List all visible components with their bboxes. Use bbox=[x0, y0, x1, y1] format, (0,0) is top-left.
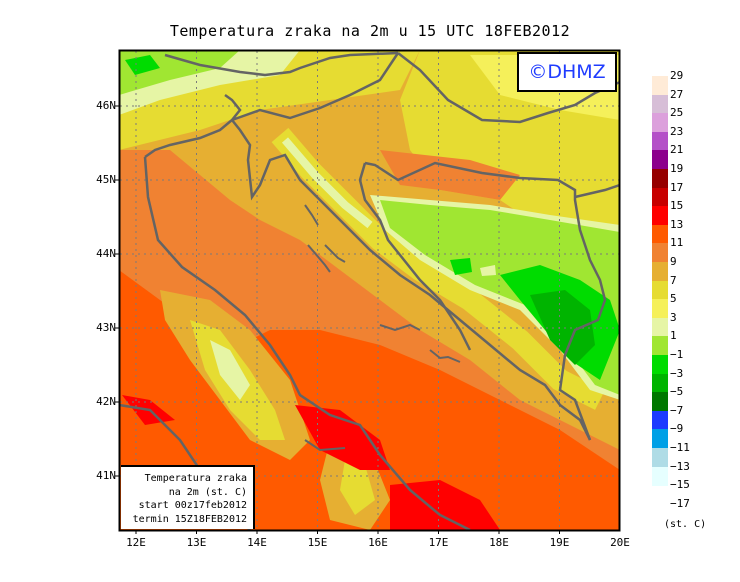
y-tick-label: 43N bbox=[96, 321, 116, 334]
axis-ticks bbox=[115, 105, 560, 534]
x-tick-label: 18E bbox=[489, 536, 509, 549]
legend-swatch bbox=[652, 280, 668, 300]
legend-label: −1 bbox=[670, 348, 684, 361]
y-tick-label: 45N bbox=[96, 173, 116, 186]
legend-label: 19 bbox=[670, 162, 684, 175]
info-line: start 00z17feb2012 bbox=[138, 500, 247, 511]
legend-label: 13 bbox=[670, 217, 684, 231]
legend-swatch bbox=[652, 317, 668, 337]
info-line: na 2m (st. C) bbox=[168, 486, 247, 498]
legend-swatch bbox=[652, 355, 668, 375]
legend-units: (st. C) bbox=[664, 519, 707, 530]
legend-label: 25 bbox=[670, 106, 684, 120]
x-tick-label: 20E bbox=[610, 536, 630, 549]
map-frame bbox=[118, 49, 621, 532]
legend-swatch bbox=[652, 373, 668, 393]
x-tick-label: 16E bbox=[368, 536, 388, 549]
legend-swatch bbox=[652, 429, 668, 449]
legend-label: 11 bbox=[670, 236, 684, 250]
legend-swatch bbox=[652, 466, 668, 486]
legend-label: 17 bbox=[670, 180, 684, 194]
legend-label: −9 bbox=[670, 422, 684, 436]
y-tick-label: 41N bbox=[96, 469, 116, 482]
legend-swatch bbox=[652, 131, 668, 151]
x-tick-label: 12E bbox=[126, 536, 146, 549]
info-box: Temperatura zraka na 2m (st. C) start 00… bbox=[121, 465, 255, 529]
legend-swatch bbox=[652, 76, 668, 96]
legend-label: 1 bbox=[670, 329, 677, 343]
legend-label: 5 bbox=[670, 292, 677, 306]
dhmz-logo: ©DHMZ bbox=[517, 52, 617, 92]
legend-swatch bbox=[652, 448, 668, 468]
logo-text: ©DHMZ bbox=[528, 61, 606, 83]
legend-label: −7 bbox=[670, 403, 684, 417]
x-tick-label: 14E bbox=[247, 536, 267, 549]
x-tick-label: 13E bbox=[186, 536, 207, 549]
x-tick-label: 15E bbox=[307, 536, 328, 549]
legend-swatch bbox=[652, 224, 668, 244]
x-tick-label: 17E bbox=[428, 536, 449, 549]
legend-label: −5 bbox=[670, 385, 684, 399]
coastlines-borders bbox=[120, 51, 619, 530]
legend-swatch bbox=[652, 187, 668, 207]
legend-label: 15 bbox=[670, 199, 684, 213]
legend-label: 21 bbox=[670, 143, 684, 157]
legend-swatch bbox=[652, 94, 668, 114]
legend-swatch bbox=[652, 392, 668, 412]
legend-label: −17 bbox=[670, 496, 690, 510]
legend-swatch bbox=[652, 113, 668, 133]
legend-label: 7 bbox=[670, 273, 677, 287]
legend-label: −13 bbox=[670, 459, 690, 473]
legend-swatch bbox=[652, 299, 668, 319]
legend-swatch bbox=[652, 169, 668, 189]
legend-swatch bbox=[652, 243, 668, 263]
legend-label: 23 bbox=[670, 124, 684, 138]
y-tick-label: 42N bbox=[96, 395, 116, 408]
legend-label: −3 bbox=[670, 366, 684, 380]
legend-label: 3 bbox=[670, 310, 677, 324]
x-tick-label: 19E bbox=[549, 536, 570, 549]
info-line: termin 15Z18FEB2012 bbox=[132, 513, 247, 525]
legend-swatch bbox=[652, 150, 668, 170]
map-title: Temperatura zraka na 2m u 15 UTC 18FEB20… bbox=[169, 22, 571, 40]
info-line: Temperatura zraka bbox=[144, 473, 247, 484]
legend-label: −15 bbox=[670, 478, 690, 492]
legend-swatch bbox=[652, 336, 668, 356]
legend-swatch bbox=[652, 206, 668, 226]
y-tick-label: 46N bbox=[96, 99, 116, 112]
legend-swatch bbox=[652, 262, 668, 282]
legend-swatch bbox=[652, 410, 668, 430]
legend-label: −11 bbox=[670, 441, 690, 454]
legend-label: 27 bbox=[670, 87, 684, 101]
legend-label: 9 bbox=[670, 255, 677, 268]
y-tick-label: 44N bbox=[96, 247, 116, 260]
legend-label: 29 bbox=[670, 69, 684, 82]
